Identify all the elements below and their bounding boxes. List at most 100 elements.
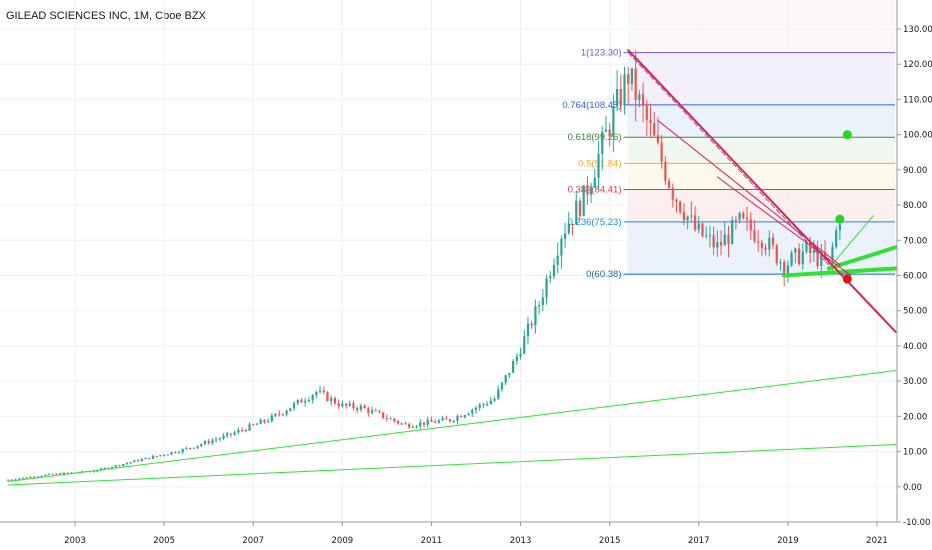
y-tick-label: 20.00 [903,412,927,422]
candle-body [708,235,712,237]
candle-body [571,223,574,225]
candle-body [36,476,39,478]
candle-body [363,405,366,409]
candle-body [259,419,262,424]
candle-body [716,242,719,248]
candle-body [563,233,567,239]
candle-body [107,467,110,469]
candle-body [523,336,526,354]
candle-body [816,250,819,266]
candle-body [690,215,693,217]
candle-body [337,403,340,407]
x-tick-label: 2003 [64,536,86,546]
candle-body [181,449,184,453]
x-tick-label: 2011 [421,536,443,546]
candle-body [445,418,448,420]
candle-body [426,419,429,425]
candle-body [656,135,660,143]
candle-body [14,479,17,481]
candle-body [274,413,277,416]
candle-body [519,353,522,357]
candle-body [311,395,314,400]
candle-body [460,416,463,418]
candle-body [448,419,452,422]
candle-body [586,185,589,195]
candle-body [838,224,841,231]
candle-body [508,372,511,376]
candle-body [489,400,492,405]
candle-body [641,94,645,106]
candle-body [411,427,414,429]
candle-body [252,424,255,426]
fib-band-top [627,0,895,53]
candle-body [664,161,667,181]
candle-body [240,430,244,432]
candle-body [29,476,32,478]
candle-body [415,426,418,428]
candle-body [237,430,240,433]
time-axis-bg [0,522,932,550]
candle-body [378,411,381,413]
candle-body [207,441,210,444]
candle-body [374,410,377,412]
candle-body [682,211,686,221]
trendline-red-flat-down [716,176,852,276]
trendline-green-thin-rise [828,215,874,269]
candle-body [96,470,99,472]
candle-body [356,408,359,410]
candle-body [300,399,303,403]
candle-body [649,119,652,124]
candle-body [229,433,233,435]
candle-body [471,409,474,414]
candle-body [549,276,552,279]
candle-body [125,463,129,465]
candle-body [608,129,611,137]
candle-body [330,398,333,401]
candle-body [731,220,734,244]
candle-body [771,237,775,246]
candle-body [768,237,771,250]
candle-body [575,200,578,225]
candle-body [192,447,195,449]
candle-body [474,407,478,410]
candle-body [797,248,801,265]
fib-band [627,163,895,190]
candle-body [367,408,370,413]
fib-level-label: 1(123.30) [581,48,622,59]
y-tick-label: 80.00 [903,201,927,211]
candle-body [218,438,221,440]
candle-body [619,88,622,106]
candle-body [385,417,389,419]
candle-body [675,199,678,202]
candle-body [790,252,793,266]
candle-body [749,219,752,231]
candle-body [92,471,95,473]
candle-body [419,422,422,427]
candle-body [615,88,619,107]
candle-body [779,262,782,264]
candle-body [493,398,496,401]
candle-body [538,305,541,307]
candle-body [255,423,259,425]
candle-body [185,447,188,450]
candle-body [467,413,470,416]
candle-body [396,420,400,424]
candle-body [114,465,117,468]
candle-body [404,423,407,425]
candle-body [389,418,392,420]
y-tick-label: 100.00 [903,131,932,141]
candle-body [25,477,28,479]
candle-body [452,420,455,422]
candle-body [753,230,756,242]
candle-body [552,265,556,277]
candle-body [55,473,58,475]
fib-level-label: 0.5(91.84) [578,158,621,169]
fib-band [627,221,895,275]
candle-body [292,403,296,409]
candle-body [129,462,132,464]
candle-body [727,234,730,244]
candle-body [200,444,203,446]
candle-body [430,419,433,422]
candle-body [679,201,682,212]
